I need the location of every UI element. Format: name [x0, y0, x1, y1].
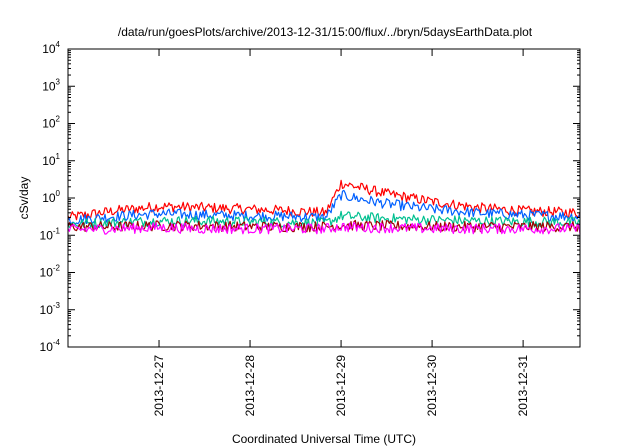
y-tick-label: 101: [42, 152, 60, 168]
x-tick-label: 2013-12-27: [152, 355, 166, 417]
plot-area: [67, 179, 581, 235]
x-tick-label: 2013-12-30: [425, 355, 439, 417]
y-tick-label: 10-2: [40, 264, 61, 280]
x-tick-label: 2013-12-29: [334, 355, 348, 417]
y-tick-label: 104: [42, 40, 60, 56]
y-tick-label: 103: [42, 77, 60, 93]
x-axis: 2013-12-27 2013-12-28 2013-12-29 2013-12-30…: [152, 49, 530, 416]
y-axis: 10-4 10-3 10-2 10-1 100 101 102 103 104: [40, 40, 580, 354]
y-tick-label: 100: [42, 189, 60, 205]
y-tick-label: 10-4: [40, 338, 61, 354]
plot-frame: [67, 48, 581, 348]
y-tick-label: 10-1: [40, 226, 61, 242]
y-tick-label: 10-3: [40, 301, 61, 317]
series-line-4: [67, 221, 581, 235]
chart-title: /data/run/goesPlots/archive/2013-12-31/1…: [118, 25, 533, 39]
x-tick-label: 2013-12-31: [516, 355, 530, 417]
y-axis-label: cSv/day: [17, 177, 31, 220]
series-line-0: [67, 179, 581, 221]
y-tick-label: 102: [42, 115, 60, 131]
x-tick-label: 2013-12-28: [243, 355, 257, 417]
x-axis-label: Coordinated Universal Time (UTC): [232, 432, 416, 446]
